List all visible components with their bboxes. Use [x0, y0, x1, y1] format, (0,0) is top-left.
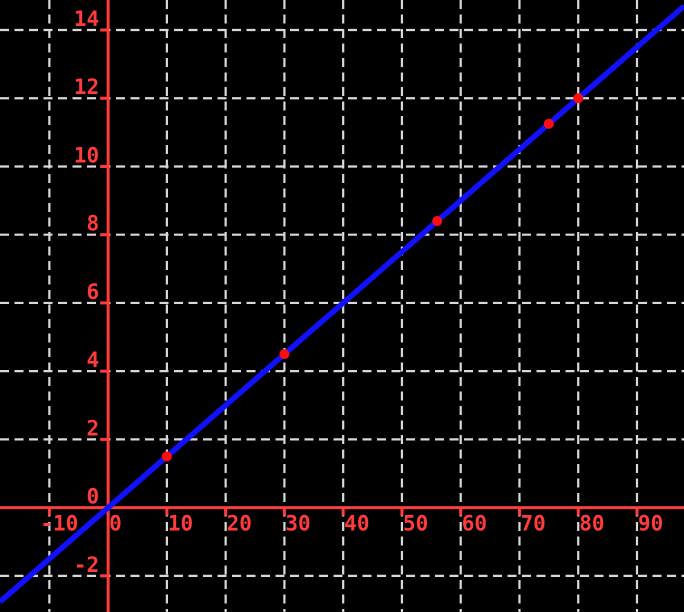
x-tick-label: 10	[168, 512, 193, 536]
fit-line-layer	[0, 4, 684, 604]
x-tick-label: 30	[285, 512, 310, 536]
x-tick-label: 60	[462, 512, 487, 536]
y-tick-label: 4	[86, 348, 99, 372]
y-tick-label: 8	[86, 212, 99, 236]
x-tick-label: 50	[403, 512, 428, 536]
x-tick-label: 40	[344, 512, 369, 536]
data-point	[432, 216, 443, 227]
y-tick-label: 12	[74, 75, 99, 99]
y-tick-label: 10	[74, 143, 99, 167]
data-point	[279, 349, 290, 360]
x-tick-label: 70	[520, 512, 545, 536]
y-tick-label: 6	[86, 280, 99, 304]
x-tick-label: 0	[109, 512, 122, 536]
y-tick-label: 14	[74, 7, 99, 31]
ticks-layer	[47, 28, 639, 578]
best-fit-line	[0, 4, 684, 604]
y-tick-label: -2	[74, 553, 99, 577]
y-tick-label: 2	[86, 416, 99, 440]
data-point	[573, 93, 584, 104]
tick-labels-layer: -10 0 10 20 30 40 50 60 70 80 90 -2 0 2 4 6 8 10 12 14	[40, 7, 663, 577]
data-point	[161, 451, 172, 462]
x-tick-label: 80	[579, 512, 604, 536]
x-tick-label: -10	[40, 512, 78, 536]
y-tick-label: 0	[86, 485, 99, 509]
data-point	[543, 118, 554, 129]
data-points-layer	[161, 93, 584, 462]
x-tick-label: 90	[638, 512, 663, 536]
x-tick-label: 20	[227, 512, 252, 536]
